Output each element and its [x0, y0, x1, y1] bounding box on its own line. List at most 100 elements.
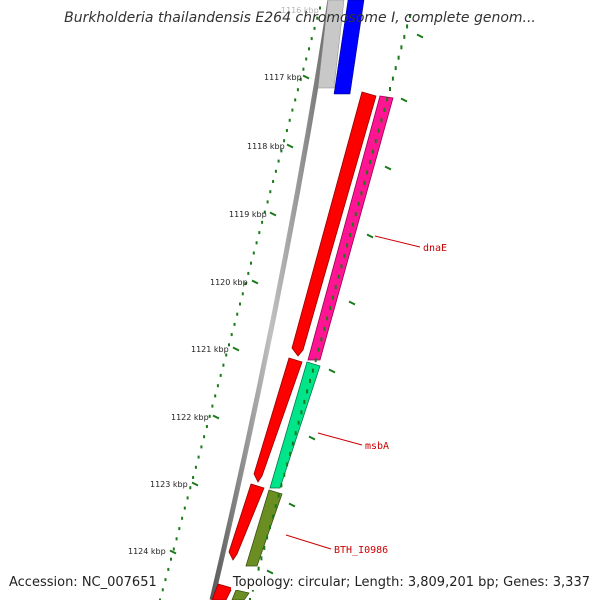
minor-tick-dot — [386, 97, 389, 102]
minor-tick-dot — [277, 159, 280, 163]
minor-tick-dot — [291, 108, 294, 112]
genome-summary-text: Topology: circular; Length: 3,809,201 bp… — [230, 575, 590, 590]
minor-tick-dot — [260, 556, 263, 561]
minor-tick-dot — [172, 547, 175, 551]
dnaE-cds-arrow[interactable] — [291, 91, 377, 357]
msbA-label[interactable]: msbA — [365, 441, 389, 452]
chromosome-backbone — [209, 0, 333, 600]
tick-label-1117: 1117 kbp — [264, 73, 302, 82]
minor-tick-dot — [255, 241, 258, 245]
minor-tick-dot — [170, 557, 172, 561]
minor-tick-dot — [194, 465, 197, 469]
minor-tick-dot — [337, 274, 340, 279]
minor-tick-dot — [299, 77, 302, 81]
minor-tick-dot — [320, 337, 323, 342]
minor-tick-dot — [269, 525, 271, 529]
tick-label-1123: 1123 kbp — [150, 480, 188, 489]
minor-tick-dot — [285, 129, 288, 132]
minor-tick-dot — [214, 394, 217, 398]
major-tick-mark — [384, 165, 392, 171]
downstream-cds-block[interactable] — [211, 583, 233, 600]
major-tick-mark — [269, 211, 277, 217]
minor-tick-dot — [374, 139, 377, 144]
major-tick-mark — [366, 233, 374, 239]
minor-tick-dot — [289, 452, 291, 456]
minor-tick-dot — [247, 271, 250, 275]
minor-tick-dot — [397, 55, 400, 60]
minor-tick-dot — [305, 57, 308, 61]
minor-tick-dot — [216, 384, 219, 388]
major-tick-mark — [348, 300, 356, 306]
minor-tick-dot — [239, 302, 241, 306]
minor-tick-dot — [383, 107, 386, 112]
bth-i0986-gene-arrow[interactable] — [245, 489, 283, 567]
minor-tick-dot — [357, 201, 360, 206]
minor-tick-dot — [317, 347, 320, 352]
minor-tick-dot — [258, 231, 261, 235]
minor-tick-dot — [280, 149, 283, 153]
minor-tick-dot — [354, 212, 357, 217]
minor-tick-dot — [346, 243, 349, 248]
minor-tick-dot — [309, 379, 311, 383]
minor-tick-dot — [252, 251, 255, 255]
minor-tick-dot — [263, 545, 266, 550]
minor-tick-dot — [297, 420, 300, 425]
upstream-gene-block[interactable] — [333, 0, 365, 95]
minor-tick-dot — [200, 445, 203, 449]
dnaE-label[interactable]: dnaE — [423, 243, 447, 254]
minor-tick-dot — [391, 76, 394, 81]
msbA-cds-arrow[interactable] — [253, 357, 303, 483]
minor-tick-dot — [159, 598, 161, 600]
minor-tick-dot — [222, 363, 225, 367]
minor-tick-dot — [257, 566, 260, 571]
minor-tick-dot — [181, 516, 184, 520]
minor-tick-dot — [249, 598, 251, 600]
msbA-gene-arrow[interactable] — [269, 361, 321, 489]
tick-label-1121: 1121 kbp — [191, 345, 229, 354]
downstream-gene-block[interactable] — [231, 589, 250, 600]
minor-tick-dot — [400, 45, 403, 50]
bth-i0986-leader-line — [285, 534, 332, 550]
bth-i0986-label[interactable]: BTH_I0986 — [334, 545, 388, 556]
major-tick-mark — [212, 414, 220, 420]
minor-tick-dot — [183, 506, 186, 510]
minor-tick-dot — [389, 87, 391, 91]
major-tick-mark — [232, 346, 240, 352]
inner-minor-ticks — [159, 6, 321, 600]
minor-tick-dot — [326, 316, 329, 321]
minor-tick-dot — [286, 462, 289, 467]
minor-tick-dot — [280, 483, 283, 488]
minor-tick-dot — [164, 578, 167, 582]
minor-tick-dot — [288, 118, 291, 122]
major-tick-mark — [191, 481, 199, 487]
minor-tick-dot — [310, 37, 313, 41]
minor-tick-dot — [208, 414, 211, 418]
minor-tick-dot — [197, 455, 200, 459]
minor-tick-dot — [175, 537, 178, 541]
minor-tick-dot — [283, 139, 286, 143]
tick-label-1116: 1116 kbp — [281, 6, 319, 15]
major-tick-mark — [416, 33, 424, 39]
minor-tick-dot — [230, 333, 233, 337]
minor-tick-dot — [360, 191, 363, 196]
minor-tick-dot — [271, 514, 274, 519]
minor-tick-dot — [266, 200, 269, 204]
tick-label-1122: 1122 kbp — [171, 413, 209, 422]
bth-i0986-cds-arrow[interactable] — [228, 483, 265, 561]
minor-tick-dot — [331, 295, 334, 300]
minor-tick-dot — [406, 24, 409, 29]
major-tick-mark — [302, 74, 310, 80]
major-tick-mark — [400, 97, 408, 103]
minor-tick-dot — [329, 306, 331, 310]
map-title: Burkholderia thailandensis E264 chromoso… — [64, 10, 536, 26]
major-tick-mark — [169, 549, 177, 555]
dnaE-leader-line — [374, 235, 421, 248]
minor-tick-dot — [314, 358, 317, 363]
major-tick-mark — [328, 368, 336, 374]
dnaE-gene-arrow[interactable] — [307, 95, 394, 361]
major-tick-mark — [286, 143, 294, 149]
upstream-cds-block[interactable] — [317, 0, 345, 89]
minor-tick-dot — [313, 26, 316, 30]
